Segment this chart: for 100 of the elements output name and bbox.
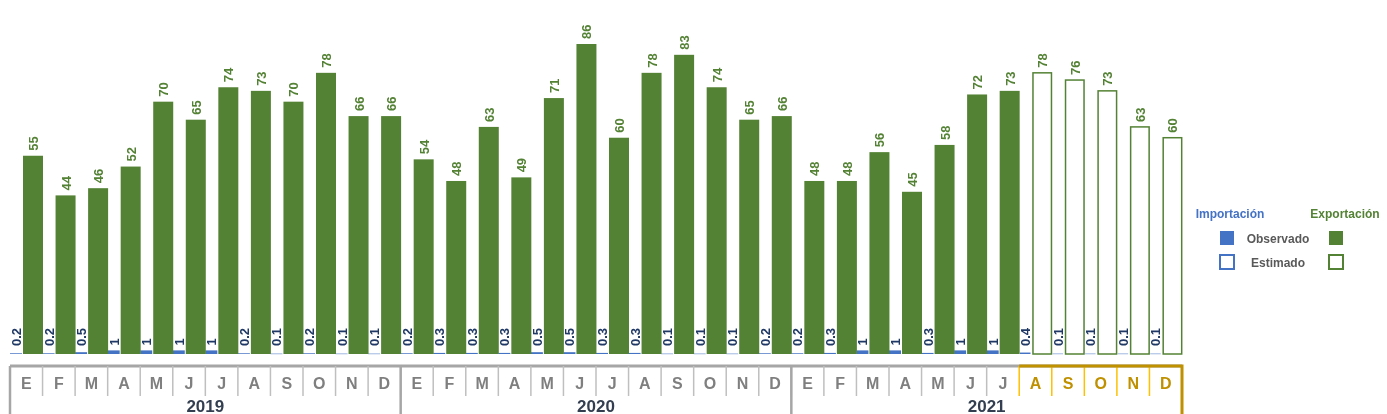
bar [706,87,727,354]
x-tick-label: M [84,375,99,392]
x-tick-label: N [346,375,358,392]
data-label: 0.1 [334,327,350,346]
data-label: 78 [1035,53,1051,68]
bar [172,350,185,354]
data-label: 1 [139,338,155,346]
data-label: 0.2 [757,327,773,346]
data-label: 44 [58,175,74,191]
data-label: 0.2 [302,327,317,346]
text: Exportación [1310,207,1380,221]
data-label: 83 [677,35,693,50]
x-tick-label: A [248,375,261,392]
bar [88,188,109,354]
data-label: 63 [1132,107,1148,122]
data-label: 45 [905,172,920,187]
data-label: 76 [1067,60,1083,76]
data-label: 0.3 [920,327,936,346]
data-label: 60 [612,118,627,133]
data-label: 1 [204,338,220,346]
data-label: 0.1 [692,327,708,346]
bar [609,137,629,354]
bar [511,177,532,354]
data-label: 55 [26,136,41,151]
data-label: 66 [351,96,367,112]
data-label: 0.3 [595,327,610,346]
data-label: 66 [774,96,790,112]
data-label: 60 [1165,118,1181,133]
data-label: 0.1 [1050,327,1066,346]
bar [856,350,869,354]
x-tick-label: A [1029,375,1042,392]
legend-label: Observado [1246,232,1310,246]
data-label: 54 [416,139,432,155]
data-label: 1 [106,338,122,346]
data-label: 0.3 [464,327,480,346]
x-tick-label: M [475,375,489,392]
data-label: 78 [644,53,660,68]
data-label: 0.5 [529,327,545,346]
x-tick-label: J [184,375,194,392]
data-label: 73 [253,71,269,86]
data-label: 78 [319,53,334,68]
data-label: 0.1 [1115,327,1131,346]
data-label: 0.2 [41,327,57,346]
text: 2020 [577,397,615,414]
bar [55,195,76,354]
legend-label: Estimado [1250,256,1306,270]
data-label: 73 [1002,71,1018,86]
data-label: 0.3 [627,327,643,346]
text: 2021 [967,397,1006,414]
x-tick-label: O [313,375,326,392]
data-label: 1 [171,338,187,346]
x-tick-label: F [444,375,455,392]
data-label: 56 [872,132,888,148]
data-label: 73 [1100,71,1116,86]
data-label: 0.4 [1018,327,1034,346]
data-label: 0.2 [399,327,415,346]
data-label: 71 [546,78,562,94]
bar [413,159,434,354]
bar [967,94,988,354]
data-label: 0.1 [1083,327,1099,346]
data-label: 0.1 [367,327,383,346]
data-label: 0.1 [725,327,741,346]
x-tick-label: E [802,375,814,392]
bar [836,180,857,354]
bar [316,72,336,354]
x-tick-label: F [53,375,64,392]
bar [478,126,499,354]
bar [641,72,662,354]
x-tick-label: J [607,375,617,392]
bar [23,155,43,354]
data-label: 0.3 [822,327,838,346]
bar [674,54,695,354]
data-label: 66 [384,96,400,112]
x-tick-label: N [1127,375,1139,392]
data-label: 74 [221,67,237,83]
bar [218,87,239,354]
data-label: 0.1 [269,327,285,346]
bar [205,350,218,354]
data-label: 70 [156,82,172,97]
data-label: 1 [855,338,871,346]
data-label: 1 [888,338,903,346]
data-label: 52 [123,147,139,162]
bar [283,101,304,354]
x-tick-label: J [998,375,1008,392]
x-tick-label: E [20,375,32,392]
bar [771,116,792,354]
data-label: 65 [742,100,758,115]
x-tick-label: A [899,375,912,392]
x-tick-label: F [835,375,846,392]
bar [185,119,206,354]
data-label: 1 [985,338,1001,346]
bar [1097,90,1118,355]
bar [804,180,825,354]
x-tick-label: O [1094,375,1107,392]
bar [348,116,369,354]
bar [999,90,1020,354]
bar [934,144,955,354]
x-tick-label: S [1062,375,1074,392]
data-label: 48 [449,161,465,176]
x-tick-label: N [736,375,749,392]
